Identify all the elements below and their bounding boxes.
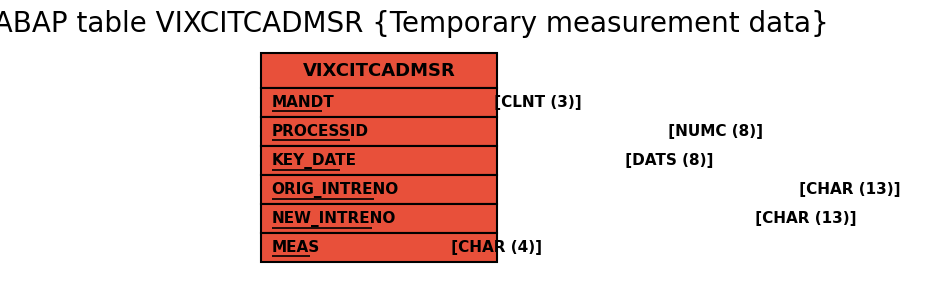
Text: VIXCITCADMSR: VIXCITCADMSR [303,62,455,80]
Text: [CHAR (4)]: [CHAR (4)] [446,240,542,255]
Text: ORIG_INTRENO: ORIG_INTRENO [272,182,398,198]
Text: KEY_DATE: KEY_DATE [272,153,357,169]
Text: [CHAR (13)]: [CHAR (13)] [793,182,900,197]
Text: SAP ABAP table VIXCITCADMSR {Temporary measurement data}: SAP ABAP table VIXCITCADMSR {Temporary m… [0,10,830,38]
Text: MEAS: MEAS [272,240,320,255]
Text: NEW_INTRENO: NEW_INTRENO [272,211,396,227]
Text: [DATS (8)]: [DATS (8)] [620,153,713,168]
FancyBboxPatch shape [261,88,496,117]
Text: MANDT: MANDT [272,95,334,110]
FancyBboxPatch shape [261,53,496,88]
FancyBboxPatch shape [261,117,496,146]
Text: [NUMC (8)]: [NUMC (8)] [663,124,763,139]
Text: [CHAR (13)]: [CHAR (13)] [750,211,857,226]
FancyBboxPatch shape [261,175,496,204]
Text: [CLNT (3)]: [CLNT (3)] [489,95,582,110]
FancyBboxPatch shape [261,233,496,262]
FancyBboxPatch shape [261,204,496,233]
FancyBboxPatch shape [261,146,496,175]
Text: PROCESSID: PROCESSID [272,124,369,139]
